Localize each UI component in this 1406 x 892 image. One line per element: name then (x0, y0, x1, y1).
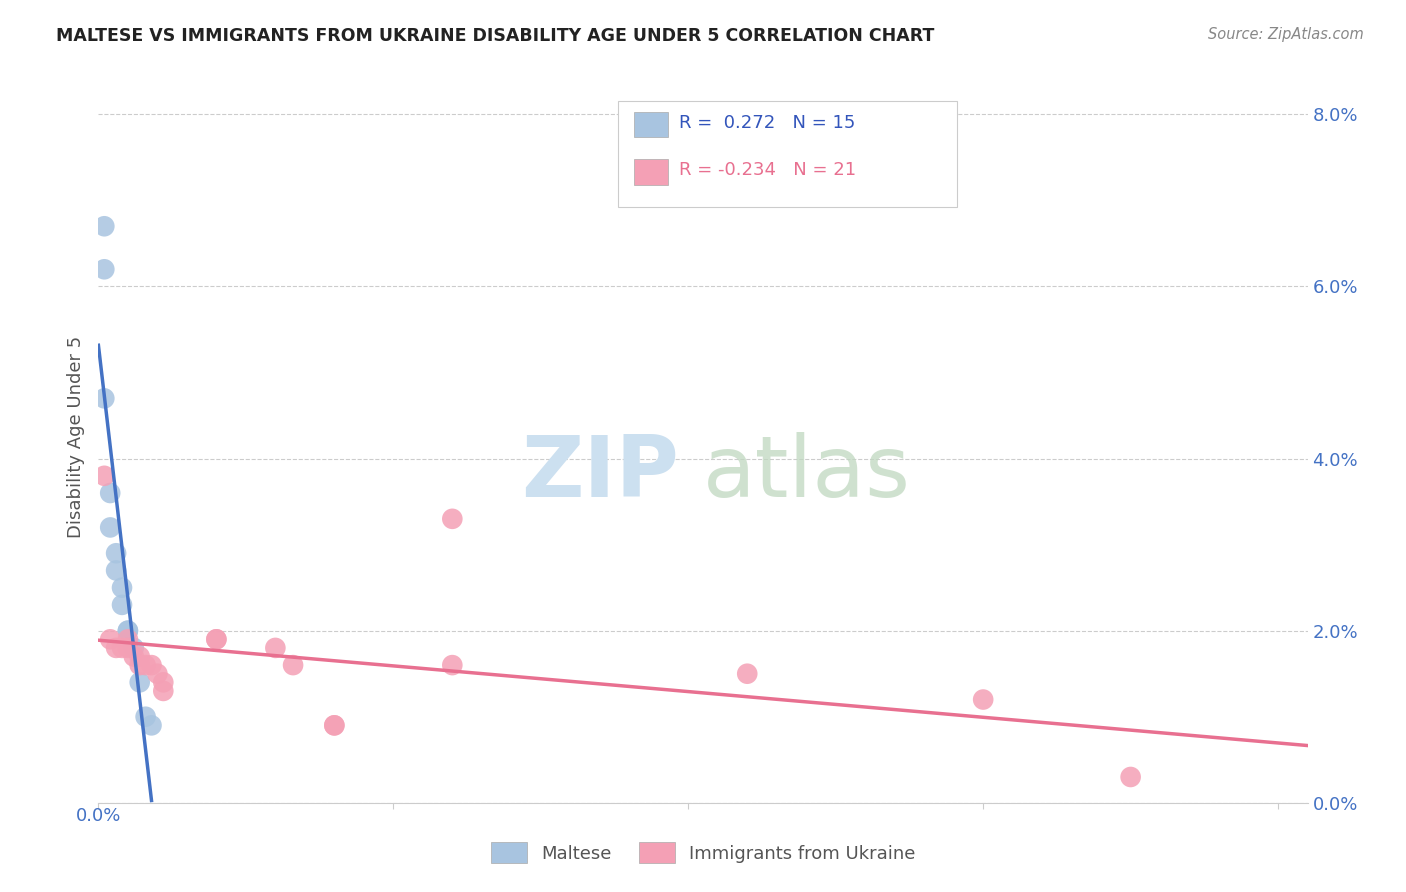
Point (122, 649, 145, 664)
Point (128, 675, 150, 690)
Point (93, 392, 115, 406)
Point (128, 658, 150, 673)
Point (117, 624, 139, 638)
Point (135, 710, 157, 724)
Legend: Maltese, Immigrants from Ukraine: Maltese, Immigrants from Ukraine (491, 842, 915, 863)
Point (152, 684, 174, 698)
Point (1119, 770, 1142, 784)
Point (111, 640, 134, 655)
Text: 0.0%: 0.0% (76, 807, 121, 825)
FancyBboxPatch shape (634, 159, 668, 185)
Point (128, 649, 150, 664)
FancyBboxPatch shape (634, 112, 668, 137)
Point (141, 718, 163, 732)
Point (441, 512, 464, 526)
Point (135, 658, 157, 673)
Text: R = -0.234   N = 21: R = -0.234 N = 21 (679, 161, 856, 179)
Point (105, 546, 128, 560)
Point (205, 632, 228, 647)
FancyBboxPatch shape (619, 101, 957, 207)
Point (111, 598, 134, 612)
Point (972, 692, 994, 706)
Y-axis label: Disability Age Under 5: Disability Age Under 5 (66, 336, 84, 538)
Point (117, 632, 139, 647)
Point (117, 640, 139, 655)
Point (111, 581, 134, 595)
Point (105, 564, 128, 578)
Point (98, 632, 121, 647)
Point (122, 640, 145, 655)
Point (152, 675, 174, 690)
Point (323, 718, 346, 732)
Point (105, 640, 128, 655)
Text: ZIP: ZIP (522, 432, 679, 516)
Point (117, 624, 139, 638)
Point (93, 468, 115, 483)
Point (98, 520, 121, 534)
Point (93, 219, 115, 234)
Point (146, 666, 169, 681)
Text: MALTESE VS IMMIGRANTS FROM UKRAINE DISABILITY AGE UNDER 5 CORRELATION CHART: MALTESE VS IMMIGRANTS FROM UKRAINE DISAB… (56, 27, 935, 45)
Point (441, 658, 464, 673)
Text: Source: ZipAtlas.com: Source: ZipAtlas.com (1208, 27, 1364, 42)
Point (323, 718, 346, 732)
Point (205, 632, 228, 647)
Point (735, 666, 758, 681)
Point (281, 658, 304, 673)
Point (98, 486, 121, 500)
Text: atlas: atlas (703, 432, 911, 516)
Text: R =  0.272   N = 15: R = 0.272 N = 15 (679, 113, 855, 131)
Point (141, 658, 163, 673)
Point (93, 262, 115, 277)
Point (264, 640, 287, 655)
